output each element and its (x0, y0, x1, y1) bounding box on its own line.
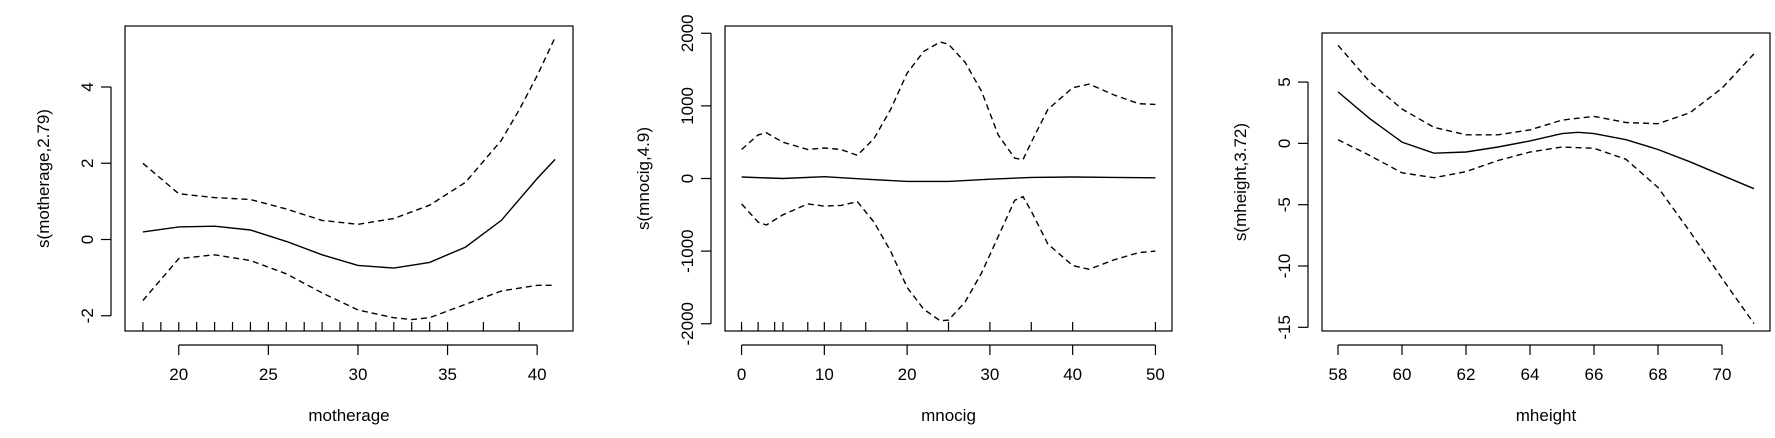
x-tick-label: 30 (348, 365, 367, 384)
smooth-fit-line (1337, 91, 1755, 190)
y-tick-label: 2000 (678, 14, 697, 52)
x-tick-label: 20 (169, 365, 188, 384)
x-tick-label: 58 (1329, 365, 1348, 384)
y-axis-label: s(mnocig,4.9) (634, 127, 653, 230)
x-tick-label: 30 (980, 365, 999, 384)
x-tick-label: 50 (1146, 365, 1165, 384)
y-tick-label: -2 (78, 308, 97, 323)
lower-ci-line (1337, 139, 1755, 325)
x-tick-label: 40 (1063, 365, 1082, 384)
y-tick-label: 4 (78, 82, 97, 91)
x-axis-label: mheight (1516, 406, 1577, 425)
y-tick-label: 1000 (678, 87, 697, 125)
x-axis-label: mnocig (921, 406, 976, 425)
y-tick-label: 5 (1275, 77, 1294, 86)
x-tick-label: 35 (438, 365, 457, 384)
y-tick-label: -1000 (678, 229, 697, 272)
x-tick-label: 0 (737, 365, 746, 384)
chart-panel-motherage: 20 25 30 35 40 -2 0 2 4 motherage s(motherage,2.79… (34, 25, 574, 425)
x-tick-label: 68 (1649, 365, 1668, 384)
y-tick-label: 2 (78, 159, 97, 168)
plot-frame (124, 25, 574, 332)
x-tick-label: 62 (1457, 365, 1476, 384)
chart-panel-mnocig: 0 10 20 30 40 50 -2000 -1000 0 1000 2000 mnocig s(mn… (634, 14, 1173, 425)
y-axis-label: s(mheight,3.72) (1231, 123, 1250, 241)
x-tick-label: 20 (898, 365, 917, 384)
x-tick-label: 64 (1521, 365, 1540, 384)
upper-ci-line (1337, 44, 1755, 136)
y-tick-label: -5 (1275, 197, 1294, 212)
smooth-fit-line (741, 175, 1156, 183)
y-tick-label: 0 (78, 235, 97, 244)
x-tick-label: 70 (1713, 365, 1732, 384)
y-tick-label: 0 (1275, 139, 1294, 148)
upper-ci-line (741, 41, 1156, 161)
lower-ci-line (741, 195, 1156, 322)
smooth-fit-line (142, 158, 556, 269)
plot-frame (1321, 32, 1771, 332)
x-tick-label: 40 (528, 365, 547, 384)
chart-panel-mheight: 58 60 62 64 66 68 70 -15 -10 -5 0 5 mheight s(mheight… (1231, 32, 1771, 425)
y-tick-label: -2000 (678, 302, 697, 345)
x-axis-label: motherage (308, 406, 389, 425)
y-tick-label: -10 (1275, 254, 1294, 279)
x-tick-label: 10 (815, 365, 834, 384)
y-tick-label: -15 (1275, 315, 1294, 340)
x-tick-label: 66 (1585, 365, 1604, 384)
lower-ci-line (142, 254, 556, 321)
y-axis-label: s(motherage,2.79) (34, 109, 53, 248)
y-tick-label: 0 (678, 174, 697, 183)
upper-ci-line (142, 37, 556, 226)
x-tick-label: 60 (1393, 365, 1412, 384)
x-tick-label: 25 (259, 365, 278, 384)
